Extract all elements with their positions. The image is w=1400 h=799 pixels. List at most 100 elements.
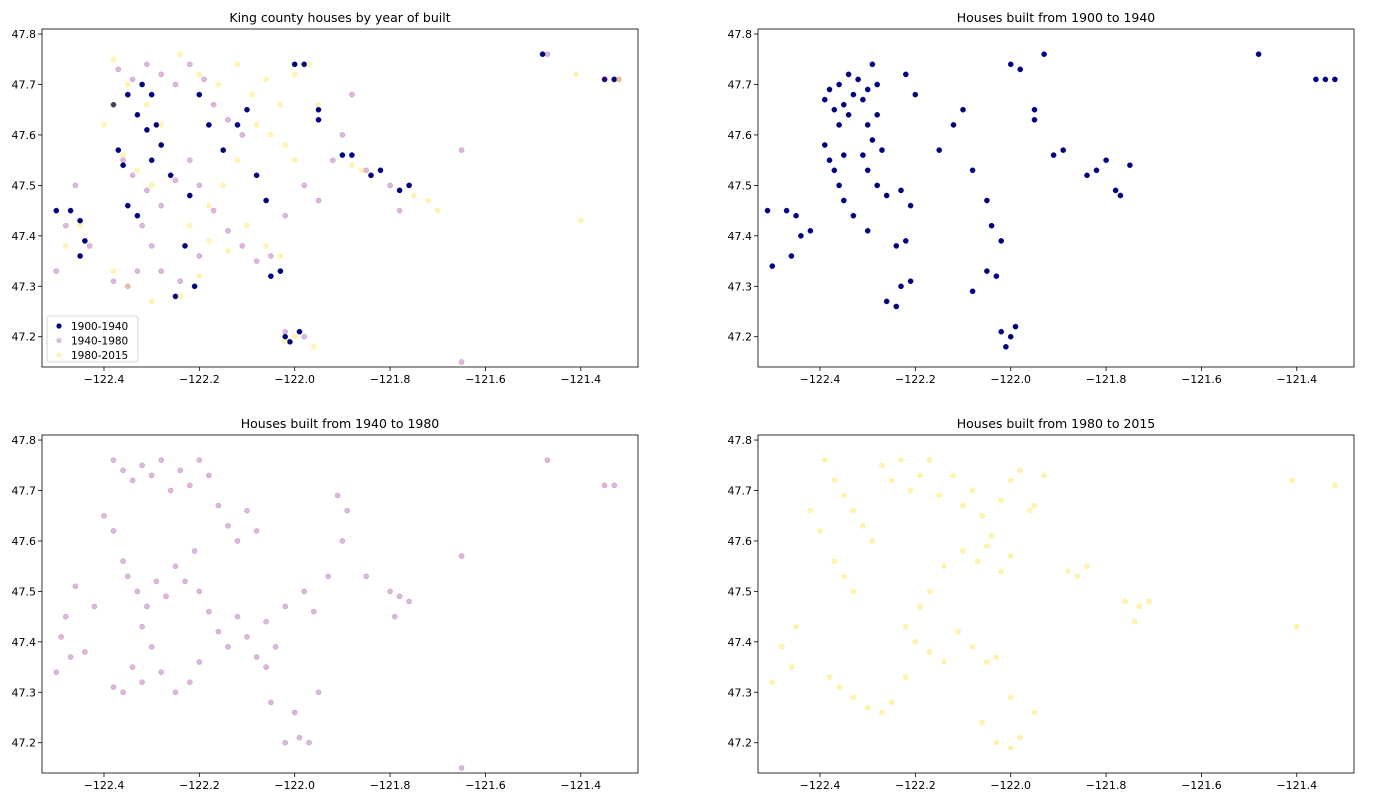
data-point <box>125 81 131 88</box>
data-point <box>67 207 74 214</box>
data-point <box>144 603 150 610</box>
data-point <box>291 61 298 68</box>
data-point <box>377 167 384 174</box>
data-point <box>1065 568 1071 575</box>
data-point <box>53 669 60 675</box>
y-tick-label: 47.7 <box>12 484 37 497</box>
data-point <box>864 704 871 711</box>
data-point <box>788 253 795 259</box>
data-point <box>807 227 814 234</box>
data-point <box>129 172 136 179</box>
x-tick-label: −122.0 <box>274 373 315 386</box>
data-point <box>1041 472 1047 479</box>
data-point <box>268 132 274 138</box>
data-point <box>907 202 914 209</box>
data-point <box>779 644 785 650</box>
data-point <box>912 639 919 645</box>
data-point <box>172 293 179 300</box>
data-point <box>134 112 141 118</box>
data-point <box>912 91 919 98</box>
data-point <box>268 273 274 280</box>
subplot-4: −122.4 −122.2 −122.0 −121.8 −121.6 −121.4 47.2… <box>728 416 1355 792</box>
data-point <box>926 649 933 655</box>
x-tick-label: −121.4 <box>560 779 601 792</box>
data-point <box>134 588 141 595</box>
axes-frame <box>41 28 639 368</box>
data-point <box>998 328 1005 335</box>
data-point <box>793 212 799 219</box>
data-point <box>186 222 193 229</box>
data-point <box>253 528 260 534</box>
points-layer <box>769 457 1338 751</box>
data-point <box>344 507 351 514</box>
points-layer <box>764 51 1338 350</box>
y-tick-label: 47.5 <box>12 585 37 598</box>
data-point <box>864 227 871 234</box>
data-point <box>1007 477 1014 484</box>
data-point <box>850 588 857 595</box>
data-point <box>120 157 126 163</box>
data-point <box>148 243 155 249</box>
data-point <box>110 457 117 464</box>
points-layer <box>53 51 622 365</box>
data-point <box>153 578 160 585</box>
legend: 1900-1940 1940-1980 1980-2015 <box>46 315 139 363</box>
data-point <box>110 528 117 534</box>
data-point <box>301 588 308 595</box>
data-point <box>349 152 355 158</box>
x-tick-label: −122.4 <box>800 373 841 386</box>
data-point <box>210 101 217 108</box>
data-point <box>186 61 193 68</box>
data-point <box>220 182 226 189</box>
data-point <box>182 578 188 585</box>
data-point <box>110 268 117 274</box>
data-point <box>253 654 260 660</box>
y-tick-label: 47.3 <box>728 686 753 699</box>
data-point <box>120 558 126 564</box>
y-tick-label: 47.8 <box>728 28 753 41</box>
data-point <box>172 177 179 184</box>
x-tick-label: −121.8 <box>370 779 411 792</box>
data-point <box>125 91 131 98</box>
legend-label: 1900-1940 <box>71 321 128 333</box>
data-point <box>244 507 250 514</box>
data-point <box>234 122 241 128</box>
data-point <box>310 343 317 350</box>
data-point <box>129 76 136 83</box>
y-tick-label: 47.6 <box>728 535 753 548</box>
data-point <box>826 86 833 93</box>
data-point <box>1131 618 1138 625</box>
data-point <box>458 553 465 559</box>
data-point <box>841 573 847 580</box>
data-point <box>869 137 876 143</box>
chart-title: Houses built from 1980 to 2015 <box>957 416 1156 431</box>
data-point <box>1117 192 1124 199</box>
data-point <box>926 588 933 595</box>
y-tick-label: 47.7 <box>728 78 753 91</box>
data-point <box>411 192 417 199</box>
data-point <box>110 684 117 691</box>
data-point <box>148 157 155 163</box>
data-point <box>1103 157 1109 163</box>
data-point <box>101 512 107 519</box>
data-point <box>115 147 122 153</box>
data-point <box>926 457 933 464</box>
data-point <box>841 197 847 204</box>
data-point <box>139 222 145 229</box>
data-point <box>215 502 222 509</box>
data-point <box>869 538 876 544</box>
data-point <box>177 293 184 300</box>
data-point <box>177 467 184 474</box>
data-point <box>225 248 231 254</box>
x-tick-label: −121.6 <box>1181 373 1222 386</box>
data-point <box>239 132 246 138</box>
data-point <box>539 51 546 58</box>
data-point <box>339 152 346 158</box>
data-point <box>234 613 241 620</box>
data-point <box>769 263 776 269</box>
data-point <box>234 157 241 163</box>
data-point <box>1031 117 1038 123</box>
data-point <box>893 303 900 310</box>
data-point <box>291 157 298 163</box>
